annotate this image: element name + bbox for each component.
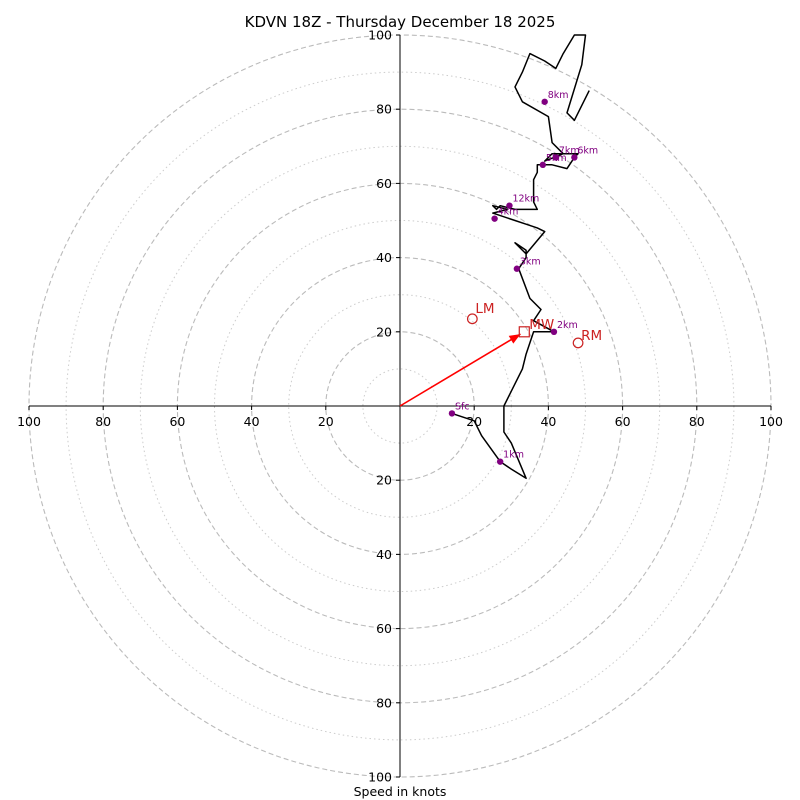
y-tick-label: 40 — [376, 250, 392, 265]
x-tick-label: 20 — [318, 414, 334, 429]
x-tick-label: 80 — [95, 414, 111, 429]
y-tick-label: 80 — [376, 102, 392, 117]
height-marker-7km — [552, 154, 560, 161]
x-tick-label: 100 — [17, 414, 41, 429]
height-marker-5km — [539, 161, 547, 169]
height-label-7km: 7km — [559, 145, 580, 156]
y-tick-label: 80 — [376, 695, 392, 710]
y-tick-label: 20 — [376, 324, 392, 339]
height-label-3km: 3km — [520, 257, 541, 268]
height-label-1km: 1km — [503, 450, 524, 461]
x-tick-label: 40 — [540, 414, 556, 429]
y-tick-label: 60 — [376, 621, 392, 636]
tick-labels: 100 80 60 40 20 20 40 60 80 100100806040202040608… — [17, 28, 783, 785]
right-mover-marker — [572, 337, 584, 349]
left-mover-marker — [466, 313, 478, 325]
y-tick-label: 100 — [368, 28, 392, 43]
height-label-sfc: Sfc — [455, 401, 470, 412]
right-mover-label: RM — [581, 328, 602, 344]
height-marker-4km — [491, 215, 498, 222]
height-marker-12km — [506, 202, 513, 209]
hodograph-trace — [451, 34, 590, 480]
y-tick-label: 60 — [376, 176, 392, 191]
chart-title: KDVN 18Z - Thursday December 18 2025 — [245, 13, 556, 31]
y-tick-label: 40 — [376, 547, 392, 562]
storm-motion-markers: MW LM RM — [466, 301, 602, 349]
height-label-12km: 12km — [512, 194, 539, 205]
y-tick-label: 100 — [368, 770, 392, 785]
x-tick-label: 80 — [689, 414, 705, 429]
height-label-4km: 4km — [498, 207, 519, 218]
height-label-2km: 2km — [557, 320, 578, 331]
x-tick-label: 40 — [244, 414, 260, 429]
height-marker-sfc — [448, 410, 456, 417]
storm-motion-vector-layer — [399, 333, 521, 407]
height-marker-8km — [541, 98, 548, 105]
x-tick-label: 60 — [169, 414, 185, 429]
height-marker-6km — [571, 154, 578, 161]
height-marker-2km — [550, 328, 558, 335]
storm-motion-arrowhead — [508, 334, 521, 344]
storm-motion-vector — [399, 333, 521, 407]
mean-wind-label: MW — [529, 317, 554, 333]
height-markers: Sfc1km2km3km4km5km6km7km8km12km — [448, 90, 598, 465]
x-axis-label: Speed in knots — [354, 784, 447, 799]
x-tick-label: 60 — [615, 414, 631, 429]
height-label-6km: 6km — [577, 145, 598, 156]
y-tick-label: 20 — [376, 473, 392, 488]
height-marker-1km — [496, 458, 504, 465]
height-marker-3km — [513, 265, 521, 272]
hodograph-trace-layer — [451, 34, 590, 480]
mean-wind-marker — [518, 326, 530, 338]
x-tick-label: 100 — [759, 414, 783, 429]
height-label-8km: 8km — [548, 90, 569, 101]
left-mover-label: LM — [475, 301, 494, 317]
